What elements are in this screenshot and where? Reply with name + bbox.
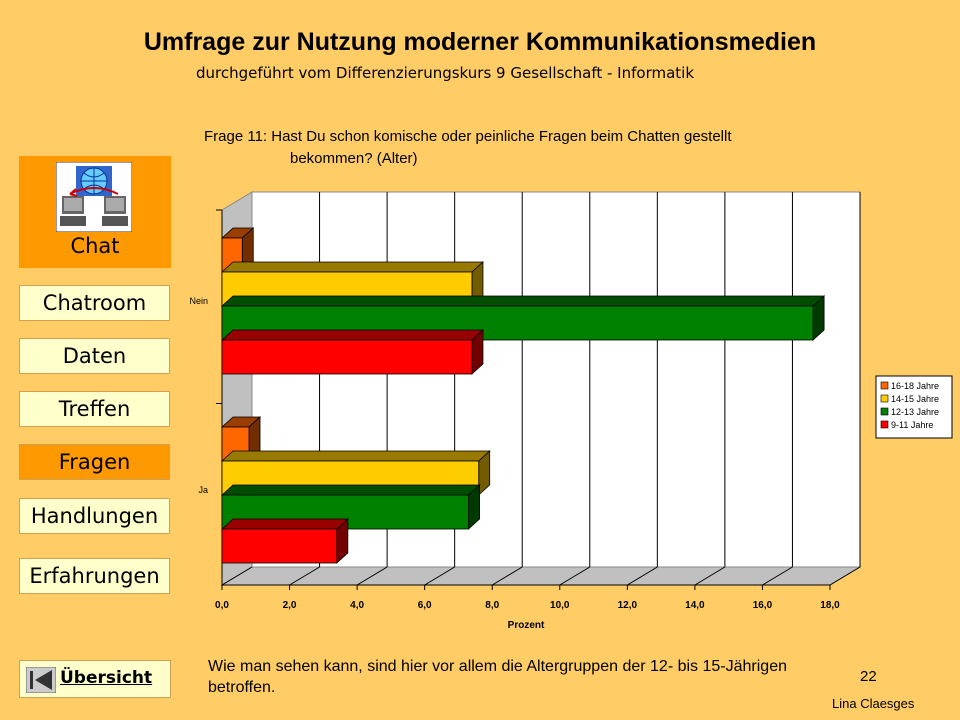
bar-top <box>220 261 484 273</box>
gridline-floor <box>491 566 523 586</box>
x-tick-label: 14,0 <box>685 600 705 611</box>
gridline-floor <box>829 566 861 586</box>
legend-entry: 12-13 Jahre <box>891 407 939 417</box>
x-tick-label: 12,0 <box>618 600 638 611</box>
gridline-floor <box>694 566 726 586</box>
bar-front <box>221 528 338 564</box>
nav-button-handlungen[interactable]: Handlungen <box>19 498 170 534</box>
overview-button[interactable]: Übersicht <box>19 660 171 698</box>
nav-button-fragen[interactable]: Fragen <box>19 444 170 480</box>
bar-chart: 0,0 2,0 4,0 6,0 8,0 10,0 12,0 14,0 16,0 18,0 Proze… <box>189 191 953 631</box>
x-tick-label: 16,0 <box>753 600 773 611</box>
x-axis-label: Prozent <box>508 620 545 631</box>
gridline-floor <box>762 566 793 586</box>
bar-top <box>220 295 826 307</box>
question-line-1: Frage 11: Hast Du schon komische oder pe… <box>204 128 732 145</box>
bar-top <box>220 518 349 530</box>
bar-top <box>220 484 481 496</box>
legend-entry: 9-11 Jahre <box>891 420 933 430</box>
x-tick-label: 0,0 <box>215 600 229 611</box>
category-label-ja: Ja <box>198 485 208 495</box>
category-label-nein: Nein <box>189 296 208 306</box>
x-tick-label: 10,0 <box>550 600 570 611</box>
bar-top <box>220 450 491 462</box>
back-to-start-icon <box>26 667 56 693</box>
chart-legend: 16-18 Jahre 14-15 Jahre 12-13 Jahre 9-11 Ja… <box>875 375 953 439</box>
author-name: Lina Claesges <box>832 696 915 711</box>
gridline-floor <box>221 566 253 586</box>
legend-swatch <box>880 420 889 429</box>
legend-swatch <box>880 407 889 416</box>
x-tick-label: 2,0 <box>283 600 297 611</box>
chat-section-label: Chat <box>70 234 120 258</box>
gridline-floor <box>627 566 658 586</box>
legend-box <box>875 375 953 439</box>
nav-button-chatroom[interactable]: Chatroom <box>19 285 170 321</box>
legend-entry: 16-18 Jahre <box>891 381 939 391</box>
nav-button-treffen[interactable]: Treffen <box>19 391 170 427</box>
gridline-floor <box>424 566 455 586</box>
question-line-2: bekommen? (Alter) <box>290 150 418 167</box>
chart-note: Wie man sehen kann, sind hier vor allem … <box>208 658 787 696</box>
x-tick-label: 4,0 <box>350 600 364 611</box>
gridline-floor <box>289 566 320 586</box>
page-title: Umfrage zur Nutzung moderner Kommunikati… <box>143 28 817 56</box>
chart-floor <box>220 566 862 586</box>
page-subtitle: durchgeführt vom Differenzierungskurs 9 … <box>196 64 695 82</box>
nav-button-daten[interactable]: Daten <box>19 338 170 374</box>
x-tick-label: 8,0 <box>485 600 499 611</box>
bar-front <box>221 339 473 375</box>
gridline-floor <box>356 566 388 586</box>
overview-label: Übersicht <box>60 668 153 688</box>
bar-top <box>220 329 484 341</box>
x-tick-label: 6,0 <box>418 600 432 611</box>
page-number: 22 <box>860 668 877 685</box>
legend-entry: 14-15 Jahre <box>891 394 939 404</box>
gridline-floor <box>559 566 591 586</box>
chart-bars-layer <box>220 227 826 564</box>
chat-computers-icon <box>56 162 132 232</box>
x-tick-label: 18,0 <box>820 600 840 611</box>
chart-labels-layer: 0,0 2,0 4,0 6,0 8,0 10,0 12,0 14,0 16,0 18,0 Proze… <box>189 296 840 631</box>
nav-button-erfahrungen[interactable]: Erfahrungen <box>19 558 170 594</box>
legend-swatch <box>880 394 889 403</box>
legend-swatch <box>880 381 889 390</box>
bar-nein-3 <box>220 329 484 375</box>
chat-section-tile: Chat <box>19 156 171 268</box>
bar-ja-3 <box>220 518 349 564</box>
